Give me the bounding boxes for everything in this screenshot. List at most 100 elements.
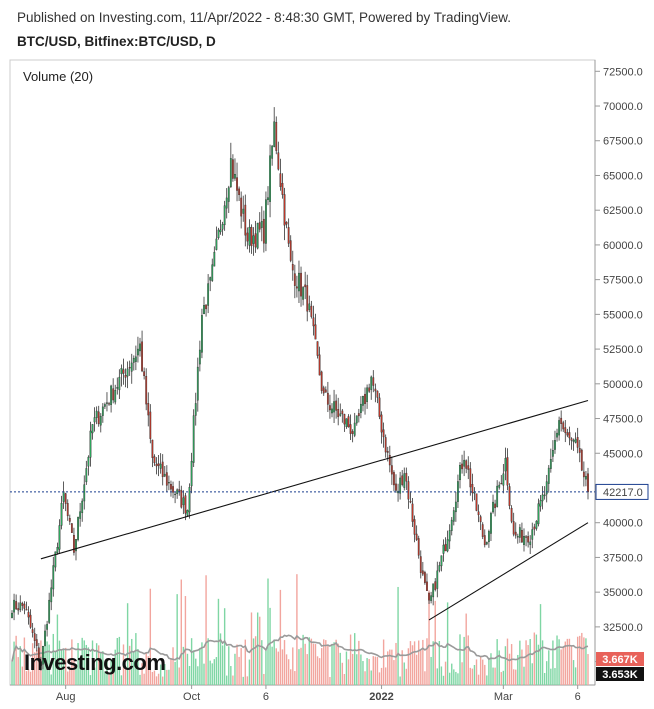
candle — [360, 396, 362, 419]
candles — [11, 107, 589, 671]
candle — [322, 385, 325, 396]
candle — [143, 367, 146, 380]
volume-ma-line — [11, 634, 589, 662]
candle — [494, 499, 496, 517]
volume-bar — [508, 653, 511, 685]
candle — [434, 578, 437, 592]
candle — [40, 656, 42, 671]
volume-bar — [428, 590, 430, 685]
candle — [176, 488, 179, 499]
candle — [238, 186, 240, 201]
volume-bar — [155, 676, 158, 685]
candle — [37, 642, 40, 663]
volume-bar — [492, 667, 494, 685]
volume-bar — [292, 647, 294, 685]
candle — [355, 415, 358, 426]
candle — [116, 377, 119, 395]
candle — [211, 258, 214, 282]
volume-bar — [356, 654, 358, 685]
candle — [465, 459, 468, 474]
volume-bar — [339, 652, 341, 685]
candle — [343, 413, 346, 432]
candle — [504, 447, 507, 481]
candle — [457, 474, 459, 508]
volume-bar — [368, 658, 370, 685]
candle — [442, 539, 445, 562]
volume-bar — [335, 639, 337, 685]
trendline — [40, 399, 589, 560]
volume-bar — [256, 612, 259, 685]
candle — [126, 361, 129, 389]
candle — [384, 434, 387, 458]
volume-bar — [242, 676, 244, 685]
volume-bar — [380, 667, 383, 685]
x-tick-label: Mar — [494, 691, 513, 703]
candle — [168, 475, 170, 491]
candle — [145, 368, 148, 411]
volume-bar — [576, 636, 579, 685]
candle — [378, 393, 381, 420]
candle — [27, 606, 30, 625]
volume-bar — [248, 659, 251, 685]
candle — [376, 390, 379, 404]
volume-bar — [259, 616, 261, 685]
volume-bar — [333, 642, 335, 685]
candle — [368, 383, 371, 393]
volume-bar — [203, 663, 205, 685]
candle — [130, 353, 133, 384]
candle — [349, 414, 352, 440]
candle — [221, 221, 224, 236]
candle — [341, 408, 344, 423]
candle — [566, 428, 569, 438]
candle — [141, 330, 143, 373]
candle — [393, 470, 395, 492]
candle — [428, 592, 430, 604]
volume-bar — [310, 638, 313, 685]
investing-logo: Investing.com — [24, 650, 166, 675]
candle — [372, 370, 375, 393]
volume-bar — [479, 656, 482, 685]
candle — [426, 573, 428, 591]
volume-bar — [168, 669, 170, 685]
candle — [244, 194, 247, 247]
candle — [318, 346, 321, 376]
candle — [137, 336, 139, 363]
volume-bar — [581, 632, 583, 685]
candle — [446, 530, 449, 553]
candle — [70, 523, 73, 533]
volume-bar — [548, 650, 550, 685]
candle — [163, 466, 166, 478]
candle — [99, 413, 102, 433]
candle — [73, 527, 75, 556]
volume-bar — [261, 640, 263, 685]
candle — [300, 266, 302, 307]
candle — [296, 275, 298, 298]
y-tick-label: 67500.0 — [603, 136, 643, 148]
candle — [159, 453, 162, 474]
candle — [469, 462, 472, 496]
last-price-tag: 42217.0 — [595, 483, 649, 500]
candle — [60, 495, 63, 530]
volume-bar — [269, 607, 271, 685]
candle — [320, 370, 323, 394]
candle — [118, 369, 121, 399]
candle — [190, 452, 193, 494]
svg-text:3.667K: 3.667K — [602, 654, 638, 666]
volume-bar — [327, 645, 329, 685]
candle — [481, 522, 484, 540]
volume-bar — [166, 669, 168, 685]
volume-bar — [457, 673, 459, 685]
candle — [134, 345, 137, 371]
candle — [277, 141, 280, 171]
volume-bar — [477, 674, 480, 685]
volume-bar — [263, 673, 265, 685]
candle — [463, 450, 466, 477]
volume-bar — [27, 669, 30, 685]
y-tick-label: 32500.0 — [603, 622, 643, 634]
volume-bar — [541, 640, 544, 685]
volume-bar — [139, 674, 141, 685]
candle — [430, 591, 432, 604]
candle — [188, 483, 191, 519]
x-tick-label: 2022 — [369, 691, 393, 703]
